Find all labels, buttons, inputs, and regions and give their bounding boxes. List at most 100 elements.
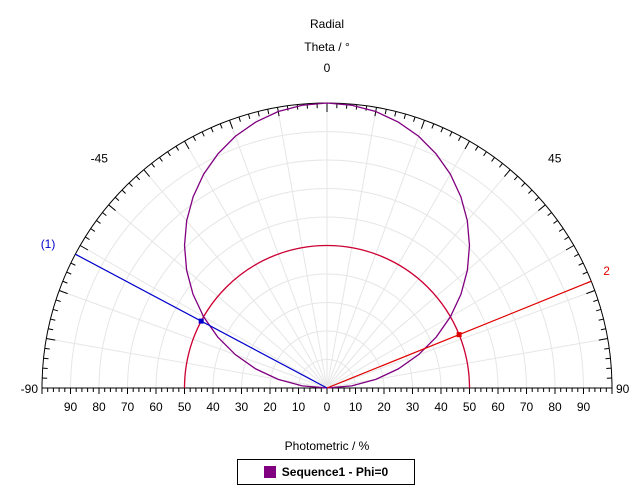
cursor-label: (1) [41,237,56,251]
angle-tick [46,338,56,341]
angle-tick [66,271,72,275]
angle-tick [70,262,76,266]
angle-tick [175,146,180,151]
angle-tick [108,204,116,211]
angle-tick [600,328,606,331]
angle-tick [534,196,540,202]
angle-tick [558,228,564,232]
angle-tick [50,318,56,321]
angle-tick [440,127,444,133]
angle-tick [573,253,579,257]
series-curve [183,102,471,389]
angle-tick [48,328,54,331]
angle-tick [384,109,387,115]
angle-tick [121,189,126,194]
angle-tick [59,290,68,295]
angle-tick [483,151,487,157]
polar-axes: 90 80 70 60 50 40 30 20 10 0 10 20 30 40 50 60 70 80 90-90… [21,61,630,414]
cursor-marker [456,332,462,338]
angle-tick [159,157,163,162]
angle-tick [43,357,49,360]
angle-tick [578,262,584,266]
angle-tick-label: 90 [616,382,630,396]
radial-tick-label: 20 [263,400,277,414]
angle-tick [528,189,533,194]
angle-tick [365,105,368,111]
angle-tick [420,120,425,129]
cursor-layer: (1) 2 [41,237,610,389]
angle-tick [143,169,150,177]
legend: Sequence1 - Phi=0 [237,459,415,485]
angle-tick [135,175,141,181]
angle-tick [431,123,435,129]
angle-tick [167,151,171,157]
angle-tick [128,182,133,187]
angle-tick [229,120,234,129]
angle-tick [55,299,61,302]
angle-tick [114,196,120,202]
chart-title: Radial [310,17,344,31]
angle-tick [210,127,214,133]
angle-tick [553,220,558,224]
angle-tick [44,347,50,350]
radial-tick-label: 10 [349,400,363,414]
radial-tick-label: 30 [406,400,420,414]
angle-tick [582,271,588,275]
radial-tick-label: 60 [149,400,163,414]
radial-axis-label: Photometric / % [285,439,370,453]
radial-tick-label: 30 [235,400,249,414]
angle-tick [604,347,610,350]
angle-tick [464,140,470,150]
angle-tick [413,116,416,122]
angle-tick [79,245,89,251]
angle-tick [474,146,479,151]
angle-tick-label: 45 [548,151,562,165]
radial-tick-label: 90 [577,400,591,414]
radial-tick-label: 80 [92,400,106,414]
angle-tick [491,157,495,162]
legend-label: Sequence1 - Phi=0 [281,465,389,479]
angle-tick-label: 0 [324,61,331,75]
angle-tick [286,105,289,111]
radial-tick-label: 0 [324,400,331,414]
radial-tick-label: 40 [206,400,220,414]
radial-tick-label: 10 [292,400,306,414]
angle-tick [62,280,68,284]
angle-tick [247,113,251,119]
legend-swatch [263,466,276,478]
angle-axis-label: Theta / ° [304,40,350,54]
angle-tick [257,111,260,117]
angle-tick [586,290,595,295]
angle-tick [565,245,575,251]
radial-tick-label: 50 [178,400,192,414]
radial-tick-label: 60 [491,400,505,414]
angle-tick [403,113,407,119]
angle-tick [184,140,190,150]
angle-tick [219,123,223,129]
radial-tick-label: 70 [121,400,135,414]
angle-tick [192,136,196,142]
angle-tick-label: -90 [21,382,39,396]
cursor-label: 2 [603,264,610,278]
axis-labels: Radial Theta / ° Photometric / % [285,17,370,453]
angle-tick [90,228,96,232]
angle-tick [102,212,107,217]
angle-tick [538,204,546,211]
angle-tick [96,220,101,224]
angle-tick [267,109,270,115]
angle-tick [151,163,156,168]
angle-tick [596,308,602,312]
radial-tick-label: 50 [463,400,477,414]
angle-tick [521,182,526,187]
angle-tick [564,236,569,241]
angle-tick [85,236,90,241]
angle-tick [547,212,552,217]
angle-tick [458,136,462,142]
angle-tick [605,357,611,360]
angle-tick [394,111,397,117]
radial-tick-label: 20 [377,400,391,414]
cursor-marker [198,318,204,324]
angle-tick [498,163,503,168]
radial-tick-label: 80 [548,400,562,414]
